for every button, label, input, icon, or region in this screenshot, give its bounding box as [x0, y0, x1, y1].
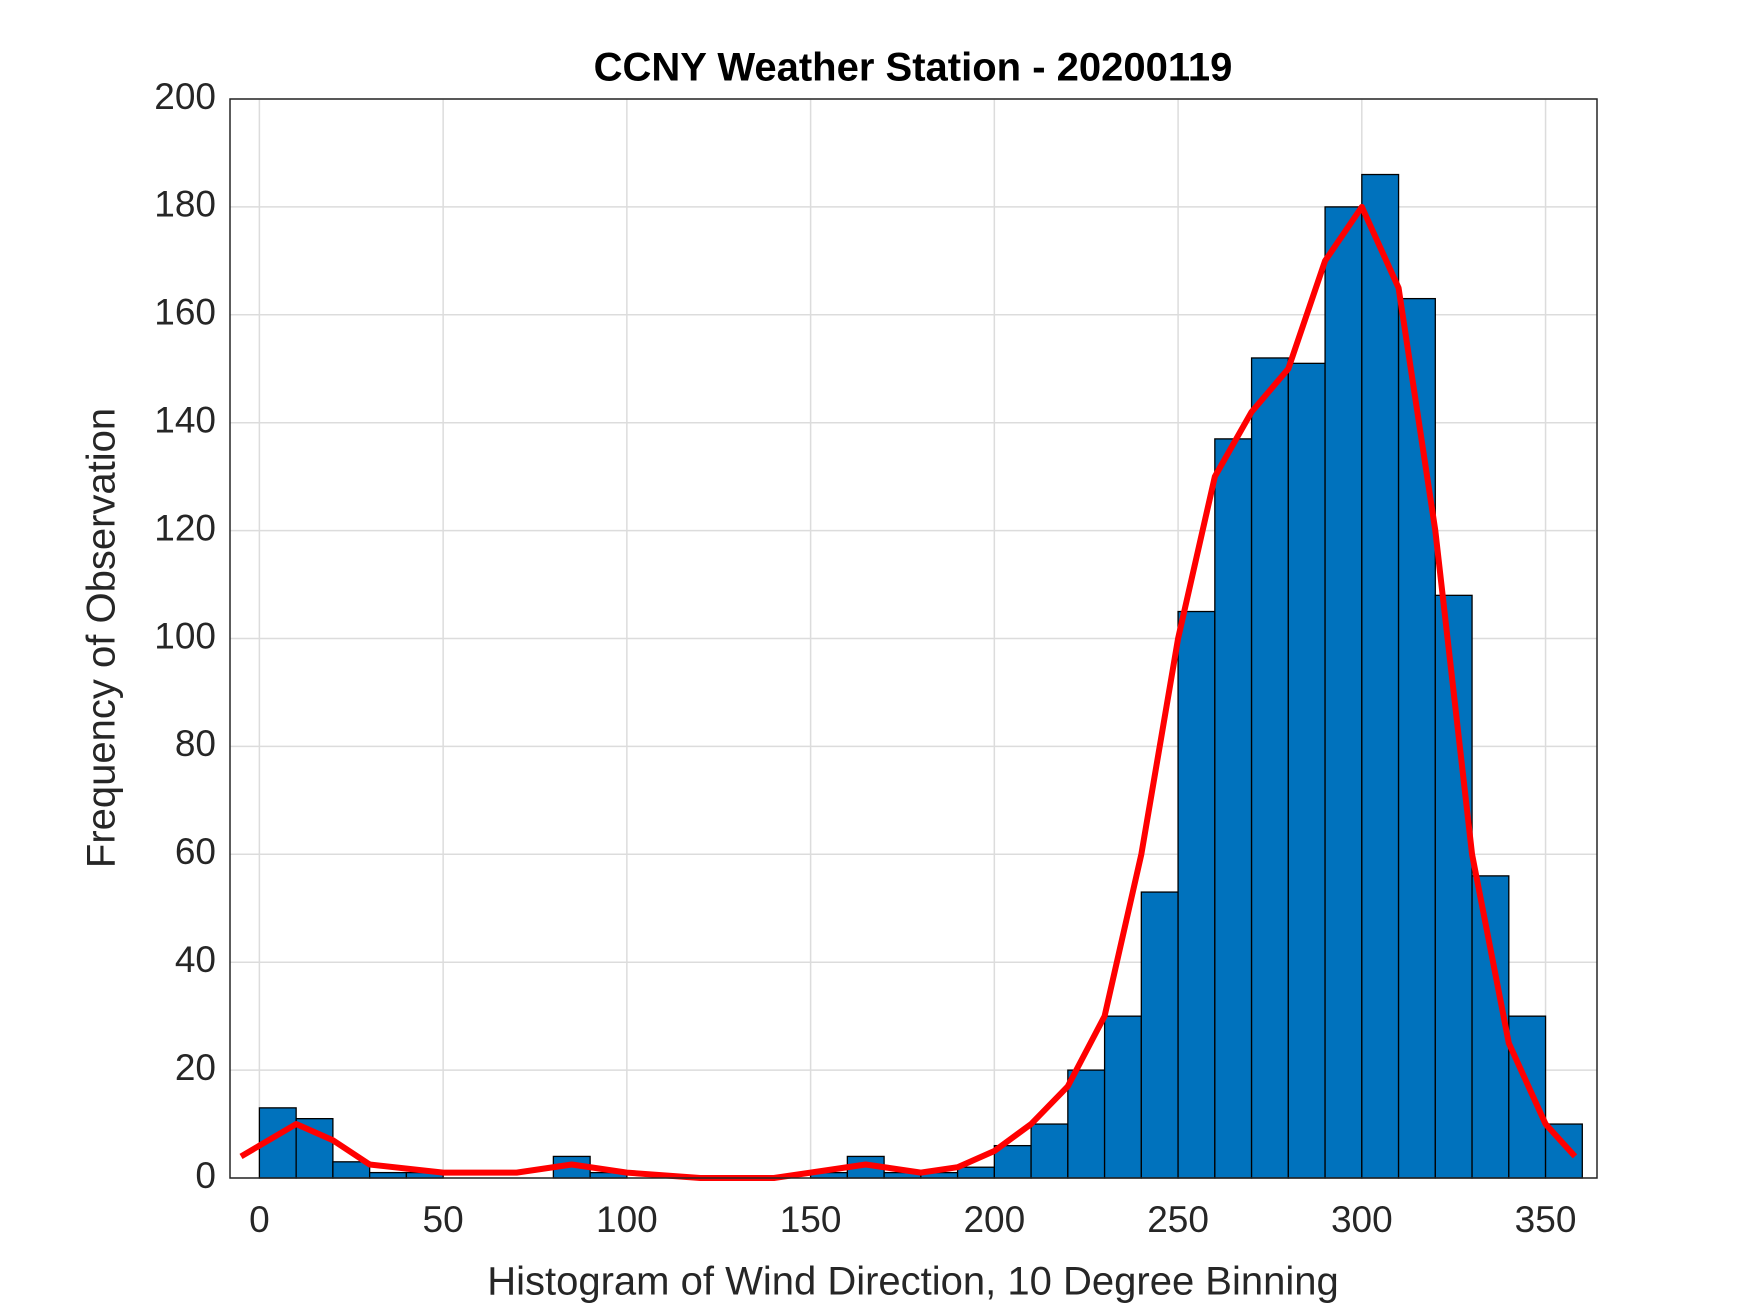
y-tick-label: 140: [154, 399, 216, 440]
y-tick-label: 200: [154, 76, 216, 117]
x-tick-label: 100: [596, 1199, 658, 1240]
y-tick-label: 40: [175, 939, 216, 980]
y-tick-label: 100: [154, 615, 216, 656]
bar: [1103, 1015, 1142, 1179]
x-tick-label: 200: [963, 1199, 1025, 1240]
y-tick-label: 160: [154, 292, 216, 333]
plot-frame: [229, 98, 1598, 1179]
y-tick-label: 60: [175, 831, 216, 872]
x-tick-label: 350: [1515, 1199, 1577, 1240]
x-tick-label: 50: [423, 1199, 464, 1240]
bar: [1250, 357, 1289, 1179]
fit-curve: [239, 203, 1578, 1181]
bar: [368, 1171, 408, 1179]
bar: [1177, 610, 1216, 1179]
x-tick-label: 300: [1331, 1199, 1393, 1240]
y-tick-label: 20: [175, 1047, 216, 1088]
y-tick-label: 0: [195, 1155, 216, 1196]
x-axis-label: Histogram of Wind Direction, 10 Degree B…: [487, 1260, 1339, 1304]
bar: [1067, 1069, 1106, 1179]
y-axis-label: Frequency of Observation: [80, 408, 124, 868]
y-tick-label: 120: [154, 507, 216, 548]
x-tick-label: 250: [1147, 1199, 1209, 1240]
x-tick-label: 0: [249, 1199, 270, 1240]
bar: [1030, 1123, 1069, 1179]
y-tick-label: 180: [154, 184, 216, 225]
bar: [1214, 438, 1253, 1179]
bar: [1287, 362, 1326, 1179]
bar: [956, 1166, 995, 1179]
bar: [1508, 1015, 1547, 1179]
bar: [1140, 891, 1179, 1179]
x-tick-label: 150: [780, 1199, 842, 1240]
bar: [1397, 297, 1436, 1179]
bar: [1361, 173, 1400, 1179]
bar: [993, 1144, 1032, 1179]
y-tick-label: 80: [175, 723, 216, 764]
bar: [1324, 206, 1363, 1179]
chart-title: CCNY Weather Station - 20200119: [594, 46, 1233, 90]
